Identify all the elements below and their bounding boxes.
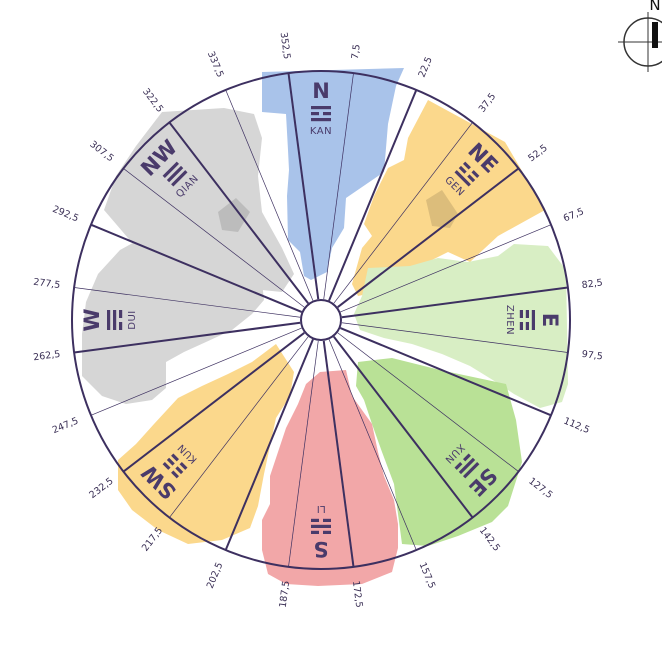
degree-line <box>341 322 568 353</box>
sector-label-e: E ZHEN <box>504 305 562 335</box>
degree-label: 322,5 <box>140 86 165 114</box>
building-footprints <box>82 68 568 586</box>
footprint-nw <box>104 108 294 292</box>
trigram-label-w: DUI <box>127 310 138 329</box>
degree-line <box>288 340 319 567</box>
sector-boundary-line <box>90 223 302 313</box>
trigram-dui-icon <box>107 310 123 330</box>
degree-label: 67,5 <box>562 206 586 224</box>
degree-label: 52,5 <box>526 143 549 165</box>
trigram-label-n: KAN <box>310 126 332 137</box>
degree-line <box>323 73 354 300</box>
direction-label-n: N <box>312 79 330 103</box>
degree-label: 232,5 <box>87 476 115 501</box>
trigram-zhen-icon <box>519 310 535 330</box>
compass-outer-circle <box>71 70 571 570</box>
sector-boundary-line <box>332 336 474 519</box>
degree-label: 97,5 <box>581 349 603 363</box>
degree-label: 82,5 <box>581 277 603 291</box>
degree-label: 187,5 <box>278 580 292 608</box>
degree-line <box>74 287 301 318</box>
sector-boundary-line <box>322 340 355 568</box>
trigram-xun-icon <box>454 453 480 479</box>
degree-line <box>340 224 552 313</box>
degree-label: 112,5 <box>562 416 591 437</box>
footprint-overlap-nw <box>218 198 250 232</box>
degree-label: 247,5 <box>51 416 80 437</box>
degree-label: 217,5 <box>140 525 165 553</box>
sector-boundary-line <box>341 286 569 319</box>
sector-boundary-line <box>122 331 305 473</box>
direction-label-s: S <box>313 537 328 561</box>
trigram-qian-icon <box>162 161 188 187</box>
degree-label: 352,5 <box>278 32 292 60</box>
sector-boundary-line <box>328 89 418 301</box>
degree-line <box>90 327 302 416</box>
trigram-label-s: LI <box>316 503 326 514</box>
degree-label: 262,5 <box>33 349 61 363</box>
degree-line <box>328 339 417 551</box>
footprint-n <box>262 68 404 280</box>
trigram-kun-icon <box>162 453 188 479</box>
trigram-kan-icon <box>311 106 331 122</box>
footprint-se <box>356 358 522 546</box>
degree-line <box>123 168 305 308</box>
sector-boundary-line <box>224 339 314 551</box>
sector-boundary-line <box>73 321 301 354</box>
degree-label: 172,5 <box>350 580 364 608</box>
sector-boundary-line <box>287 72 320 300</box>
footprint-ne <box>352 100 545 296</box>
degree-lines <box>74 73 568 567</box>
sector-label-n: N KAN <box>310 79 332 137</box>
direction-label-e: E <box>538 313 562 327</box>
degree-line <box>337 332 519 472</box>
degree-label: 202,5 <box>205 561 226 590</box>
degree-label: 22,5 <box>417 55 435 79</box>
degree-label: 337,5 <box>205 50 226 79</box>
degree-label: 277,5 <box>33 277 61 291</box>
north-label: N <box>649 0 660 14</box>
sector-label-s: S LI <box>311 503 331 561</box>
north-arrow-icon: N <box>618 0 662 72</box>
degree-label: 142,5 <box>477 525 502 553</box>
trigram-gen-icon <box>454 161 480 187</box>
trigram-li-icon <box>311 518 331 534</box>
degree-line <box>225 89 314 301</box>
sector-boundary-lines <box>73 72 569 568</box>
direction-label-w: W <box>80 308 104 331</box>
degree-label: 307,5 <box>87 139 115 164</box>
sector-boundary-line <box>340 327 552 417</box>
degree-label: 37,5 <box>477 91 499 114</box>
degree-label: 7,5 <box>350 44 363 60</box>
trigram-label-e: ZHEN <box>504 305 515 335</box>
degree-label: 292,5 <box>51 204 80 225</box>
compass-center-hub <box>300 299 342 341</box>
sector-boundary-line <box>337 167 520 309</box>
degree-label: 127,5 <box>526 476 554 501</box>
degree-label: 157,5 <box>417 561 438 590</box>
sector-boundary-line <box>168 121 310 304</box>
footprint-overlap-ne <box>426 190 458 228</box>
degree-line <box>169 336 309 518</box>
sector-label-w: W DUI <box>80 308 138 331</box>
degree-line <box>333 122 473 304</box>
footprint-e <box>354 244 568 408</box>
